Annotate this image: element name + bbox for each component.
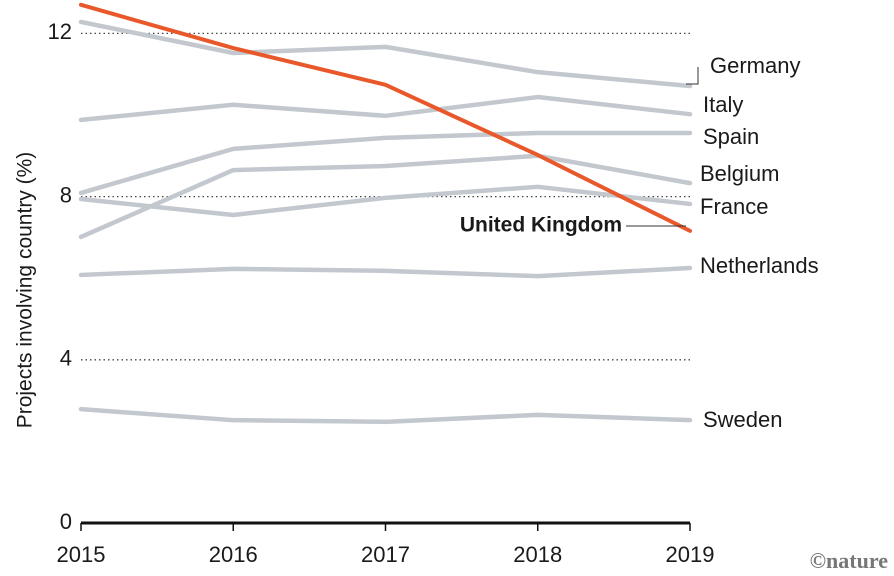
series-line xyxy=(78,153,693,240)
series-label: Sweden xyxy=(703,407,783,432)
series-label: France xyxy=(700,194,768,219)
y-tick-label: 0 xyxy=(60,509,72,534)
series-line xyxy=(79,2,692,233)
y-tick-label: 8 xyxy=(60,182,72,207)
series-label: Belgium xyxy=(700,161,779,186)
series-line xyxy=(78,265,693,279)
y-tick-label: 4 xyxy=(60,346,72,371)
series-line xyxy=(78,184,693,218)
series-line xyxy=(78,130,693,196)
leader-line xyxy=(686,67,699,85)
y-tick-label: 12 xyxy=(48,19,72,44)
series-label: Italy xyxy=(703,92,743,117)
x-tick-label: 2015 xyxy=(57,542,106,567)
x-tick-label: 2017 xyxy=(361,542,410,567)
series-line xyxy=(78,19,693,89)
series-label: Spain xyxy=(703,124,759,149)
x-tick-label: 2019 xyxy=(666,542,715,567)
y-axis-label: Projects involving country (%) xyxy=(14,152,37,429)
x-tick-label: 2016 xyxy=(209,542,258,567)
series-line xyxy=(78,94,693,123)
x-tick-label: 2018 xyxy=(513,542,562,567)
credit: ©nature xyxy=(810,548,889,573)
series-label: Netherlands xyxy=(700,253,819,278)
series-line xyxy=(78,406,693,425)
series-label: Germany xyxy=(710,53,800,78)
series-label: United Kingdom xyxy=(460,214,622,237)
